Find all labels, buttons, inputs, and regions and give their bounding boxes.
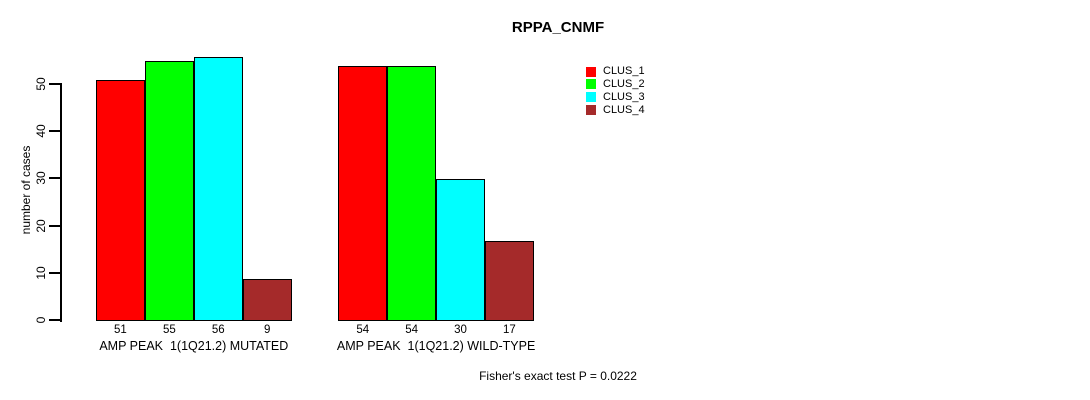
bar-value-label: 17 (503, 324, 516, 336)
category-label-group2: AMP PEAK 1(1Q21.2) WILD-TYPE (336, 339, 536, 353)
y-tick (49, 271, 62, 274)
bar-value-label: 9 (263, 324, 271, 336)
y-tick-label: 10 (34, 266, 48, 280)
category-label-group1: AMP PEAK 1(1Q21.2) MUTATED (99, 339, 289, 353)
bar-value-label: 54 (356, 324, 370, 336)
y-tick-label: 40 (34, 124, 48, 138)
bar-clus_3-group1 (193, 56, 243, 321)
bar-value-label: 51 (114, 324, 127, 336)
bar-clus_2-group1 (144, 61, 194, 321)
y-tick (49, 130, 62, 133)
legend-swatch-clus_4 (586, 105, 596, 116)
legend-item-clus_3: CLUS_3 (586, 90, 645, 103)
y-axis-line (60, 83, 62, 322)
bar-value-label: 56 (211, 324, 225, 336)
legend-item-clus_4: CLUS_4 (586, 103, 645, 116)
legend-label: CLUS_2 (603, 77, 645, 90)
legend-label: CLUS_3 (603, 90, 645, 103)
bar-clus_1-group1 (96, 80, 145, 321)
bar-clus_2-group2 (387, 66, 437, 321)
bar-clus_1-group2 (338, 66, 388, 321)
bar-clus_4-group1 (242, 278, 292, 321)
bar-value-label: 55 (162, 324, 176, 336)
y-axis-title: number of cases (19, 145, 33, 235)
y-tick (49, 83, 62, 85)
y-tick (49, 224, 62, 227)
legend-label: CLUS_1 (603, 65, 645, 77)
bar-value-label: 54 (405, 324, 419, 336)
y-tick-label: 0 (34, 316, 48, 324)
y-tick-label: 30 (34, 171, 48, 186)
bar-clus_3-group2 (436, 179, 485, 321)
y-tick (49, 319, 62, 321)
legend-swatch-clus_2 (586, 79, 596, 90)
legend-item-clus_2: CLUS_2 (586, 77, 645, 90)
chart-title: RPPA_CNMF (511, 19, 605, 36)
legend-label: CLUS_4 (603, 103, 645, 116)
y-tick-label: 20 (34, 218, 48, 233)
legend-item-clus_1: CLUS_1 (586, 66, 645, 77)
stat-annotation: Fisher's exact test P = 0.0222 (479, 369, 637, 383)
legend-swatch-clus_1 (586, 66, 596, 77)
y-tick-label: 50 (34, 77, 48, 91)
bar-clus_4-group2 (485, 240, 534, 321)
bar-value-label: 30 (454, 324, 467, 336)
y-tick (49, 177, 62, 180)
legend-swatch-clus_3 (586, 92, 596, 103)
